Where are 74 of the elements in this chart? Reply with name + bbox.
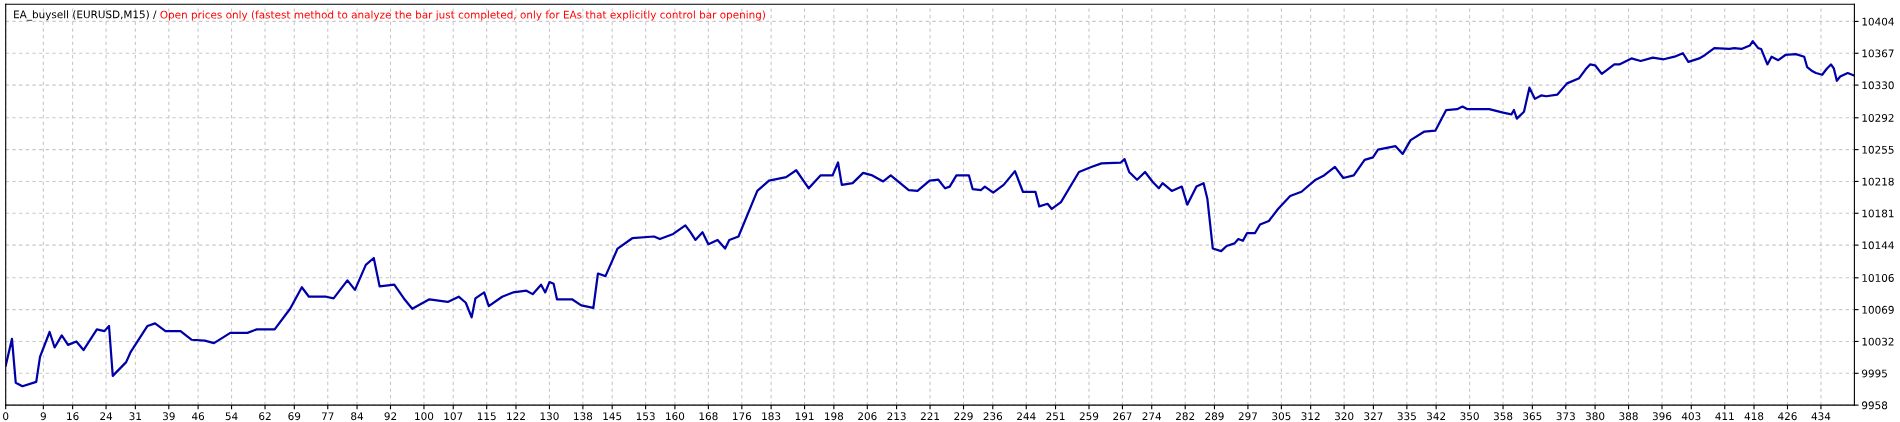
x-tick-label: 176 <box>733 412 752 421</box>
x-tick-label: 69 <box>288 412 301 421</box>
x-tick-label: 388 <box>1619 412 1638 421</box>
y-tick-label: 10292 <box>1862 114 1894 122</box>
x-tick-label: 244 <box>1017 412 1036 420</box>
y-tick-label: 9958 <box>1862 401 1888 410</box>
y-tick-label: 10330 <box>1862 81 1894 90</box>
x-tick-label: 24 <box>100 412 113 420</box>
text: EA_buysell (EURUSD,M15) / <box>14 10 157 21</box>
x-tick-label: 297 <box>1238 412 1257 421</box>
y-tick-label: 10255 <box>1862 145 1894 154</box>
y-tick-label: 10106 <box>1862 274 1894 282</box>
x-tick-label: 426 <box>1778 412 1797 421</box>
x-tick-label: 396 <box>1652 412 1672 421</box>
x-tick-label: 411 <box>1715 412 1734 420</box>
x-tick-label: 434 <box>1811 412 1831 421</box>
x-tick-label: 46 <box>191 412 205 421</box>
x-tick-label: 31 <box>129 412 142 421</box>
x-tick-label: 350 <box>1460 412 1479 421</box>
x-tick-label: 229 <box>954 412 973 421</box>
x-tick-label: 327 <box>1364 412 1383 421</box>
x-tick-label: 62 <box>259 412 271 421</box>
x-tick-label: 282 <box>1176 412 1195 421</box>
x-tick-label: 160 <box>666 412 685 421</box>
x-tick-label: 39 <box>162 412 175 421</box>
x-tick-label: 312 <box>1301 412 1320 421</box>
x-tick-label: 418 <box>1744 412 1764 421</box>
x-tick-label: 16 <box>67 412 79 421</box>
y-tick-label: 10069 <box>1862 305 1894 314</box>
x-tick-label: 289 <box>1205 412 1224 421</box>
y-tick-label: 10367 <box>1862 49 1894 58</box>
x-tick-label: 373 <box>1556 412 1575 421</box>
x-tick-label: 145 <box>603 412 622 421</box>
x-tick-label: 380 <box>1585 412 1605 421</box>
x-tick-label: 342 <box>1426 412 1446 421</box>
x-tick-label: 107 <box>444 412 463 421</box>
x-tick-label: 358 <box>1493 412 1513 421</box>
x-tick-label: 153 <box>636 412 655 421</box>
x-tick-label: 198 <box>825 412 844 421</box>
x-tick-label: 130 <box>540 412 559 421</box>
x-tick-label: 0 <box>3 412 9 421</box>
x-tick-label: 168 <box>699 412 718 421</box>
x-tick-label: 191 <box>795 412 814 421</box>
x-tick-label: 183 <box>762 412 781 421</box>
x-tick-label: 54 <box>225 412 238 421</box>
x-tick-label: 213 <box>887 412 906 421</box>
x-tick-label: 403 <box>1681 412 1701 421</box>
x-tick-label: 236 <box>983 412 1003 421</box>
x-tick-label: 9 <box>40 412 46 421</box>
x-tick-label: 100 <box>415 412 434 421</box>
x-tick-label: 115 <box>477 412 496 421</box>
x-tick-label: 251 <box>1046 412 1065 421</box>
x-tick-label: 274 <box>1142 412 1162 420</box>
x-tick-label: 221 <box>920 412 940 420</box>
x-tick-label: 138 <box>574 412 593 421</box>
x-tick-label: 77 <box>321 412 334 420</box>
text: Open prices only (fastest method to analyze the bar just completed, only for EAs that explicitly control bar opening) <box>160 10 765 21</box>
y-tick-label: 10181 <box>1862 209 1894 218</box>
y-tick-label: 10032 <box>1862 337 1894 346</box>
x-tick-label: 92 <box>384 412 397 421</box>
x-tick-label: 320 <box>1334 412 1354 421</box>
y-tick-label: 9995 <box>1862 369 1887 378</box>
x-tick-label: 365 <box>1523 412 1542 421</box>
y-tick-label: 10144 <box>1862 241 1894 250</box>
y-tick-label: 10218 <box>1862 177 1894 186</box>
x-tick-label: 259 <box>1079 412 1099 421</box>
y-tick-label: 10404 <box>1862 17 1894 26</box>
x-tick-label: 335 <box>1397 412 1416 421</box>
x-tick-label: 122 <box>507 412 525 420</box>
x-tick-label: 305 <box>1272 412 1291 421</box>
x-tick-label: 267 <box>1113 412 1132 421</box>
line-series <box>5 40 1855 388</box>
x-tick-label: 206 <box>858 412 877 421</box>
x-tick-label: 84 <box>351 412 364 421</box>
